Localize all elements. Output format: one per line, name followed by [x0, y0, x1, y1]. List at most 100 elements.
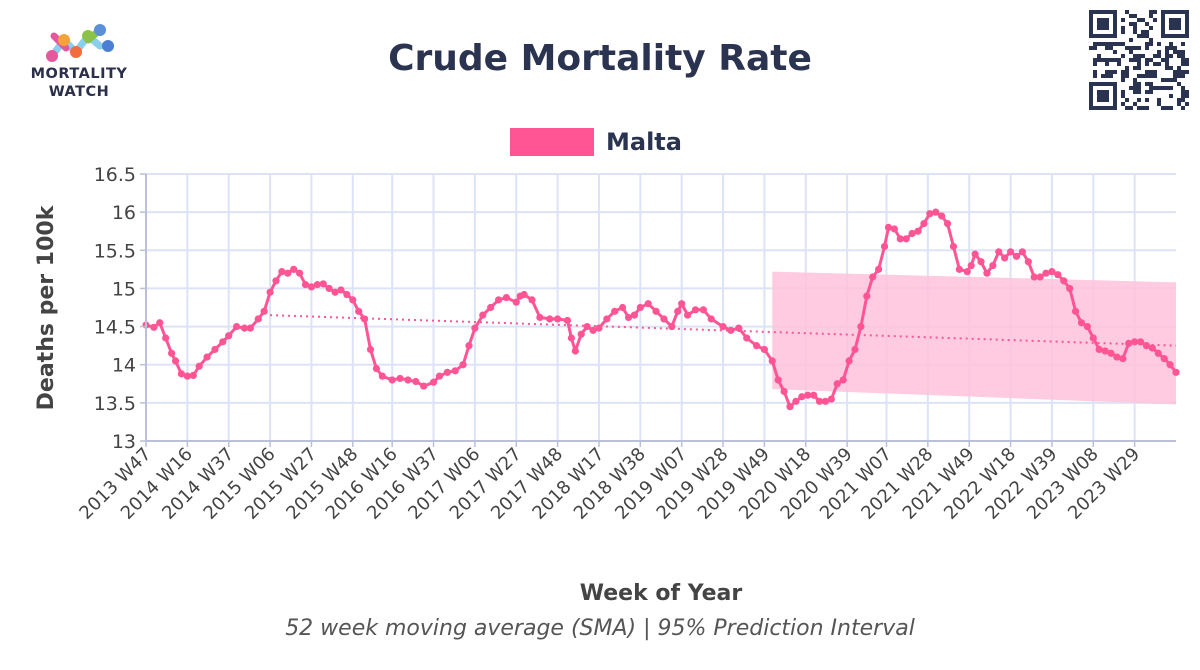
- data-point: [520, 290, 528, 299]
- data-point: [361, 315, 369, 323]
- data-point: [1012, 252, 1021, 260]
- data-point: [875, 265, 883, 273]
- data-point: [833, 380, 841, 388]
- y-axis-title: Deaths per 100k: [34, 204, 59, 410]
- data-point: [624, 313, 633, 322]
- data-point: [528, 296, 536, 304]
- data-point: [884, 223, 893, 231]
- logo-line-2: WATCH: [48, 84, 110, 100]
- data-point: [691, 306, 700, 314]
- data-point: [977, 258, 985, 266]
- data-point: [404, 376, 412, 384]
- data-point: [768, 357, 776, 365]
- data-point: [678, 300, 686, 308]
- data-point: [372, 364, 381, 373]
- data-point: [1160, 355, 1168, 363]
- data-point: [366, 345, 375, 354]
- data-point: [571, 347, 579, 355]
- data-point: [674, 307, 682, 315]
- baseline-line: [270, 314, 1177, 347]
- y-tick-label: 13.5: [94, 393, 136, 415]
- y-tick-label: 14: [112, 355, 136, 377]
- data-point: [652, 307, 660, 315]
- data-point: [512, 298, 520, 306]
- qr-code-icon: [1089, 10, 1189, 110]
- y-tick-label: 14.5: [94, 317, 136, 339]
- data-point: [938, 212, 946, 220]
- data-point: [307, 283, 316, 291]
- data-point: [743, 334, 751, 342]
- data-point: [388, 376, 396, 384]
- data-point: [1036, 273, 1044, 281]
- data-point: [435, 372, 444, 380]
- data-point: [1136, 338, 1145, 346]
- data-point: [577, 330, 585, 338]
- data-point: [589, 326, 597, 334]
- data-point: [798, 393, 806, 401]
- data-point: [429, 378, 438, 386]
- data-point: [815, 397, 824, 405]
- data-point: [611, 307, 619, 315]
- data-point: [683, 311, 692, 319]
- data-point: [211, 345, 219, 354]
- data-point: [1054, 271, 1062, 279]
- data-point: [156, 319, 164, 327]
- data-point: [943, 219, 952, 228]
- data-point: [727, 326, 735, 334]
- data-point: [1166, 361, 1174, 369]
- data-point: [168, 349, 176, 357]
- logo-mark-icon: [46, 24, 114, 62]
- data-point: [150, 323, 158, 331]
- data-point: [636, 303, 644, 312]
- data-point: [983, 269, 991, 277]
- data-point: [774, 376, 782, 384]
- data-point: [1077, 319, 1086, 327]
- data-point: [1006, 248, 1015, 256]
- data-point: [343, 290, 351, 299]
- data-point: [325, 284, 333, 293]
- y-tick-label: 15: [112, 278, 136, 300]
- data-point: [189, 371, 197, 379]
- data-point: [396, 374, 404, 383]
- legend-swatch-malta: [510, 128, 594, 156]
- data-point: [1042, 269, 1050, 277]
- x-axis-title: Week of Year: [580, 581, 743, 606]
- data-point: [644, 300, 652, 308]
- data-point: [1083, 322, 1091, 331]
- y-tick-label: 16: [112, 202, 136, 224]
- data-point: [301, 281, 310, 289]
- data-point: [967, 261, 975, 270]
- data-point: [272, 277, 280, 285]
- data-point: [932, 208, 940, 216]
- data-point: [266, 288, 274, 296]
- y-tick-label: 16.5: [94, 164, 136, 186]
- data-point: [232, 322, 241, 331]
- data-point: [1154, 349, 1162, 357]
- data-point: [719, 322, 727, 331]
- data-point: [908, 229, 916, 238]
- data-point: [554, 315, 562, 323]
- data-point: [1131, 338, 1139, 346]
- data-point: [1024, 258, 1032, 266]
- data-point: [536, 313, 544, 322]
- data-point: [1048, 268, 1056, 276]
- data-point: [955, 265, 963, 273]
- data-point: [479, 311, 487, 319]
- prediction-interval-area: [772, 271, 1176, 405]
- data-point: [618, 303, 627, 312]
- chart-legend: Malta: [510, 126, 682, 158]
- data-point: [792, 397, 800, 405]
- y-tick-label: 15.5: [94, 240, 136, 262]
- data-point: [827, 395, 835, 403]
- data-point: [845, 357, 853, 365]
- data-point: [839, 376, 847, 384]
- data-point: [1148, 344, 1156, 352]
- data-point: [735, 324, 743, 332]
- data-point: [487, 303, 495, 312]
- data-point: [219, 338, 227, 346]
- data-point: [471, 324, 479, 332]
- data-point: [240, 324, 249, 332]
- data-point: [668, 322, 676, 331]
- data-point: [349, 296, 357, 304]
